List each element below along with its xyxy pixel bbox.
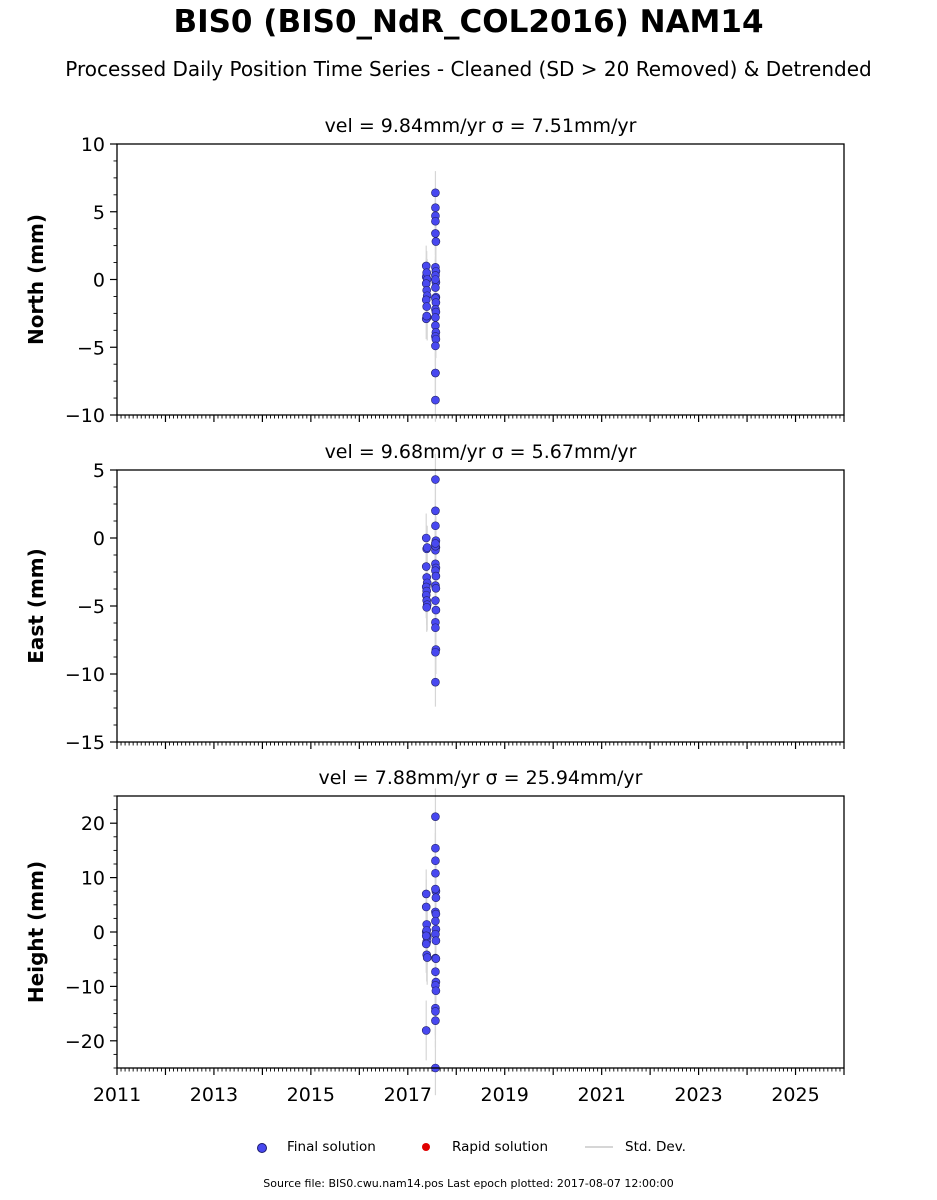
data-point xyxy=(431,893,441,903)
legend-rapid-label: Rapid solution xyxy=(452,1139,548,1155)
page-title: BIS0 (BIS0_NdR_COL2016) NAM14 xyxy=(173,4,764,40)
data-point xyxy=(421,931,431,941)
y-tick-label: 0 xyxy=(93,270,105,292)
data-point xyxy=(421,1026,431,1035)
data-point xyxy=(421,939,431,949)
data-point xyxy=(431,571,441,581)
data-point xyxy=(431,843,440,853)
data-point xyxy=(431,1007,440,1016)
data-point xyxy=(431,1016,440,1025)
y-tick-label: 10 xyxy=(81,134,105,156)
data-point xyxy=(421,902,431,912)
x-tick-label: 2011 xyxy=(93,1084,141,1106)
data-point xyxy=(431,647,440,657)
data-point xyxy=(431,539,440,548)
legend-final-label: Final solution xyxy=(287,1139,376,1155)
plot-frame xyxy=(116,143,845,416)
x-tick-label: 2013 xyxy=(190,1084,238,1106)
x-tick-label: 2017 xyxy=(384,1084,432,1106)
data-point xyxy=(431,341,440,351)
plot-frame xyxy=(116,795,845,1069)
data-point xyxy=(422,543,432,552)
data-point xyxy=(431,967,440,977)
data-point xyxy=(431,203,440,212)
page-subtitle: Processed Daily Position Time Series - C… xyxy=(65,57,872,81)
data-point xyxy=(431,623,440,633)
data-point xyxy=(431,475,440,484)
y-tick-label: −5 xyxy=(77,596,105,618)
x-tick-label: 2023 xyxy=(674,1084,722,1106)
data-point xyxy=(422,311,432,321)
data-point xyxy=(422,953,432,962)
panel-title: vel = 9.84mm/yr σ = 7.51mm/yr xyxy=(325,115,637,137)
y-tick-label: −20 xyxy=(65,1031,105,1053)
data-point xyxy=(422,603,432,612)
data-point xyxy=(431,605,441,615)
data-point xyxy=(421,562,431,571)
data-point xyxy=(422,302,432,311)
x-tick-label: 2019 xyxy=(481,1084,529,1106)
data-point xyxy=(431,916,440,926)
panel-title: vel = 9.68mm/yr σ = 5.67mm/yr xyxy=(325,441,637,463)
panel-title: vel = 7.88mm/yr σ = 25.94mm/yr xyxy=(319,767,643,789)
y-tick-label: −15 xyxy=(65,732,105,754)
data-point xyxy=(431,506,440,516)
data-point xyxy=(431,275,440,284)
data-point xyxy=(431,884,440,894)
x-tick-label: 2021 xyxy=(577,1084,625,1106)
data-point xyxy=(431,677,440,687)
legend-final: Final solution xyxy=(257,1136,397,1158)
y-tick-label: 5 xyxy=(93,460,105,482)
final-solution-marker-icon xyxy=(257,1143,267,1153)
x-tick-label: 2025 xyxy=(771,1084,819,1106)
x-tick-label: 2015 xyxy=(287,1084,335,1106)
y-tick-label: 20 xyxy=(81,813,105,835)
source-footnote: Source file: BIS0.cwu.nam14.pos Last epo… xyxy=(263,1177,674,1190)
y-tick-label: 5 xyxy=(93,202,105,224)
chart-panel-3: vel = 7.88mm/yr σ = 25.94mm/yr Height (mm… xyxy=(24,767,845,1106)
legend-std-label: Std. Dev. xyxy=(625,1139,686,1155)
y-axis-label: East (mm) xyxy=(24,548,48,664)
chart-panel-2: vel = 9.68mm/yr σ = 5.67mm/yr East (mm) −1… xyxy=(24,441,845,754)
data-point xyxy=(431,237,441,246)
data-point xyxy=(431,936,441,946)
y-axis-label: North (mm) xyxy=(24,214,48,345)
y-tick-label: −5 xyxy=(77,337,105,359)
y-tick-label: 0 xyxy=(93,922,105,944)
y-tick-label: −10 xyxy=(65,976,105,998)
data-point xyxy=(431,368,440,378)
y-tick-label: 10 xyxy=(81,868,105,890)
data-point xyxy=(431,395,440,405)
data-point xyxy=(421,889,431,899)
rapid-solution-marker-icon xyxy=(422,1143,430,1151)
data-point xyxy=(431,856,440,866)
data-point xyxy=(431,216,440,226)
std-dev-line-icon xyxy=(585,1146,613,1148)
data-point xyxy=(431,229,440,238)
y-axis-label: Height (mm) xyxy=(24,861,48,1003)
data-point xyxy=(431,283,440,292)
data-point xyxy=(431,812,440,821)
data-point xyxy=(421,533,431,543)
data-point xyxy=(431,313,440,322)
legend: Final solution Rapid solution Std. Dev. xyxy=(0,1136,937,1158)
data-point xyxy=(431,954,441,963)
data-point xyxy=(431,584,441,593)
data-point xyxy=(431,521,440,531)
y-tick-label: 0 xyxy=(93,528,105,550)
y-tick-label: −10 xyxy=(65,405,105,427)
data-point xyxy=(431,986,441,996)
y-tick-label: −10 xyxy=(65,664,105,686)
data-point xyxy=(431,188,440,198)
legend-std: Std. Dev. xyxy=(585,1136,725,1158)
data-point xyxy=(431,868,440,878)
plot-frame xyxy=(116,469,845,743)
legend-rapid: Rapid solution xyxy=(422,1136,562,1158)
chart-panel-1: vel = 9.84mm/yr σ = 7.51mm/yr North (mm) −… xyxy=(24,115,845,427)
data-point xyxy=(431,596,440,605)
